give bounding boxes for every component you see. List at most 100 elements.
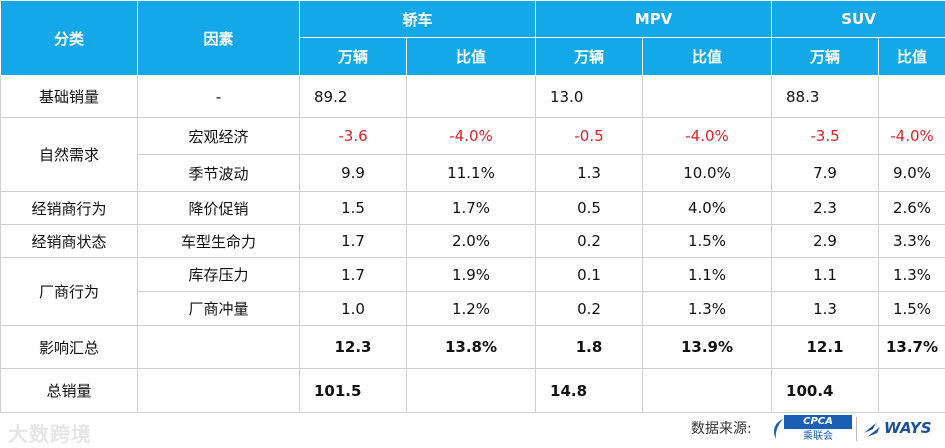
row-category: 基础销量 [0, 75, 138, 118]
cell-ratio: 11.1% [405, 154, 537, 192]
cell-ratio: 1.7% [405, 191, 537, 225]
row-category: 经销商行为 [0, 191, 138, 225]
table-row: 季节波动 9.9 11.1% 1.3 10.0% 7.9 9.0% [1, 154, 945, 192]
cell-value: 1.7 [299, 224, 407, 258]
cell-value: 1.3 [535, 154, 644, 192]
header-factor: 因素 [137, 0, 300, 76]
header-ratio: 比值 [405, 37, 537, 76]
cell-ratio: 9.0% [878, 154, 945, 192]
cell-value: 0.1 [535, 257, 644, 292]
cell-ratio: 3.3% [878, 224, 945, 258]
cell-value: 2.3 [771, 191, 880, 225]
cell-ratio: 1.1% [642, 257, 773, 292]
cell-ratio [878, 75, 945, 118]
table-row: 基础销量 - 89.2 13.0 88.3 [0, 75, 945, 118]
row-category: 自然需求 [0, 117, 138, 192]
cell-ratio: 10.0% [642, 154, 773, 192]
row-factor: 车型生命力 [137, 224, 300, 258]
cell-value: 1.5 [299, 191, 407, 225]
header-group-suv: SUV [771, 0, 945, 38]
header-ratio: 比值 [642, 37, 773, 76]
cell-value: -0.5 [535, 117, 644, 155]
cell-value: 12.3 [299, 325, 407, 369]
header-category: 分类 [0, 0, 138, 76]
row-category: 厂商行为 [0, 257, 138, 326]
cpca-logo: CPCA 乘联会 [770, 415, 852, 443]
cell-value: -3.5 [771, 117, 880, 155]
row-category: 影响汇总 [0, 325, 138, 369]
row-factor: 降价促销 [137, 191, 300, 225]
cell-ratio [878, 368, 945, 413]
cell-value: 1.7 [299, 257, 407, 292]
header-group-sedan: 轿车 [298, 0, 537, 38]
sales-factor-table: 分类 因素 轿车 MPV SUV 万辆 比值 万辆 比值 万辆 比值 基础销量 … [0, 0, 945, 413]
table-row: 厂商行为 库存压力 1.7 1.9% 0.1 1.1% 1.1 1.3% [0, 257, 945, 326]
cell-value: 1.8 [535, 325, 644, 369]
cell-value: 2.9 [771, 224, 880, 258]
cell-ratio: 1.9% [405, 257, 537, 292]
cell-ratio: 1.2% [405, 291, 537, 326]
cell-value: 89.2 [299, 75, 407, 118]
cell-value: 1.3 [771, 291, 880, 326]
row-factor: - [137, 75, 300, 118]
cell-ratio: -4.0% [642, 117, 773, 155]
cell-ratio: -4.0% [878, 117, 945, 155]
cell-value: 12.1 [771, 325, 880, 369]
cell-ratio: 13.7% [878, 325, 945, 369]
cell-value: 101.5 [299, 368, 407, 413]
cell-value: 88.3 [771, 75, 880, 118]
row-factor [137, 325, 300, 369]
table-row: 影响汇总 12.3 13.8% 1.8 13.9% 12.1 13.7% [0, 325, 945, 369]
cell-value: 0.5 [535, 191, 644, 225]
cpca-logo-text: CPCA [784, 415, 852, 429]
row-factor: 季节波动 [137, 154, 300, 192]
cell-ratio [642, 75, 773, 118]
row-factor [137, 368, 300, 413]
cell-ratio: 1.3% [878, 257, 945, 292]
footer: 大数跨境 数据来源: CPCA 乘联会 WAYS [0, 408, 945, 448]
cell-value: 9.9 [299, 154, 407, 192]
cell-ratio: -4.0% [405, 117, 537, 155]
watermark: 大数跨境 [8, 422, 92, 446]
table-row: 总销量 101.5 14.8 100.4 [0, 368, 945, 413]
cell-value: 7.9 [771, 154, 880, 192]
cell-value: 13.0 [535, 75, 644, 118]
cell-value: 0.2 [535, 291, 644, 326]
cell-ratio: 13.9% [642, 325, 773, 369]
row-factor: 库存压力 [137, 257, 300, 292]
cell-value: 0.2 [535, 224, 644, 258]
cell-ratio: 2.0% [405, 224, 537, 258]
header-unit: 万辆 [299, 37, 407, 76]
row-category: 经销商状态 [0, 224, 138, 258]
cell-ratio: 2.6% [878, 191, 945, 225]
header-unit: 万辆 [535, 37, 644, 76]
table-row: 经销商行为 降价促销 1.5 1.7% 0.5 4.0% 2.3 2.6% [0, 191, 945, 225]
cell-value: 100.4 [771, 368, 880, 413]
row-factor: 宏观经济 [137, 117, 300, 155]
cell-ratio [405, 368, 537, 413]
row-category: 总销量 [0, 368, 138, 413]
cpca-swoosh-icon [774, 419, 783, 439]
cell-ratio: 1.5% [878, 291, 945, 326]
cell-value: 1.1 [771, 257, 880, 292]
row-factor: 厂商冲量 [137, 291, 300, 326]
table-row: 自然需求 宏观经济 -3.6 -4.0% -0.5 -4.0% -3.5 -4.… [0, 117, 945, 192]
cell-ratio: 1.3% [642, 291, 773, 326]
header-group-mpv: MPV [535, 0, 773, 38]
cell-ratio [405, 75, 537, 118]
ways-swoosh-icon [864, 423, 880, 437]
cell-value: 14.8 [535, 368, 644, 413]
cell-ratio: 4.0% [642, 191, 773, 225]
cell-ratio: 1.5% [642, 224, 773, 258]
ways-logo: WAYS [862, 417, 942, 441]
table-row: 厂商冲量 1.0 1.2% 0.2 1.3% 1.3 1.5% [1, 291, 945, 326]
logo-divider [856, 417, 857, 441]
ways-logo-text: WAYS [884, 419, 932, 437]
cpca-logo-subtext: 乘联会 [803, 431, 833, 442]
cell-ratio: 13.8% [405, 325, 537, 369]
table-row: 经销商状态 车型生命力 1.7 2.0% 0.2 1.5% 2.9 3.3% [0, 224, 945, 258]
cell-ratio [642, 368, 773, 413]
cell-value: -3.6 [299, 117, 407, 155]
header-unit: 万辆 [771, 37, 880, 76]
source-label: 数据来源: [691, 421, 752, 437]
